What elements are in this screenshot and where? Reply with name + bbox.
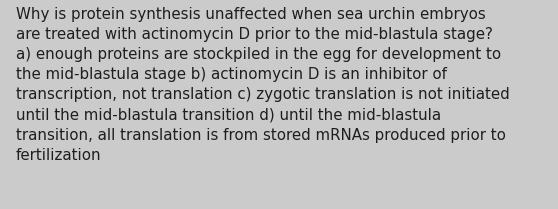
Text: Why is protein synthesis unaffected when sea urchin embryos
are treated with act: Why is protein synthesis unaffected when… [16,7,509,163]
